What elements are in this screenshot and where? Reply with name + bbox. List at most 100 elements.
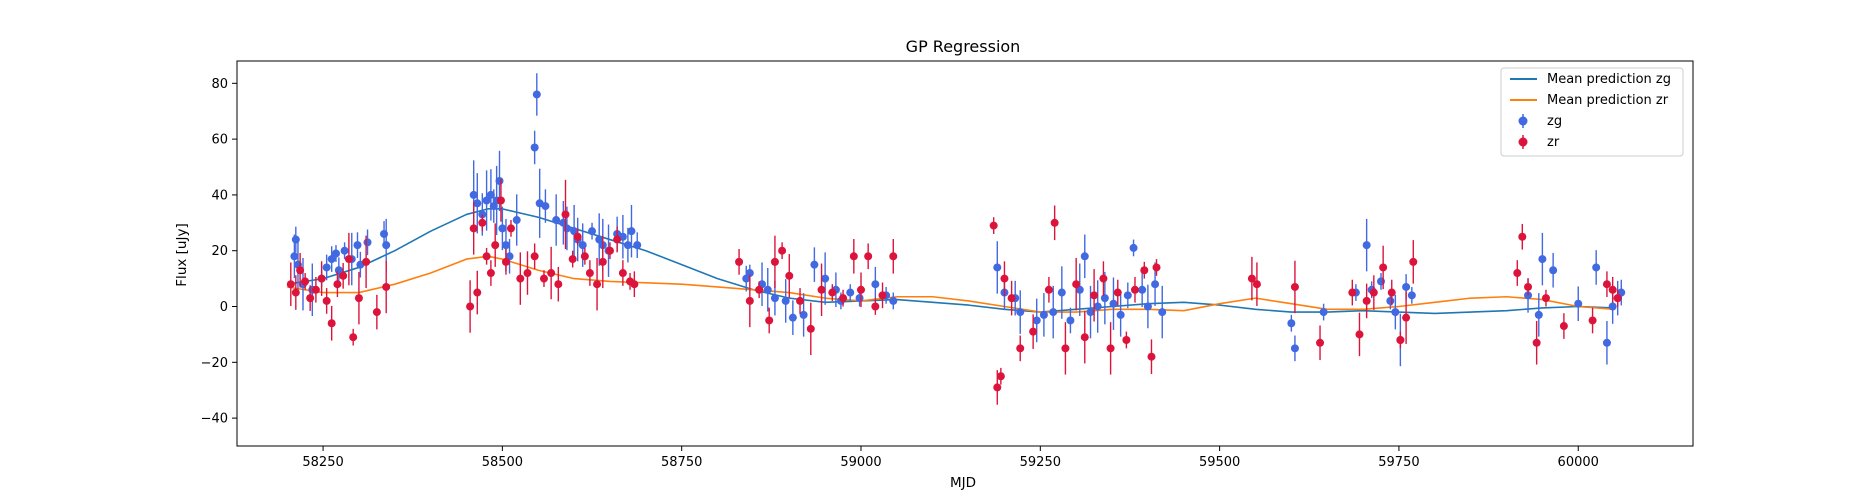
zr-point <box>1106 344 1115 353</box>
zr-point <box>482 252 491 261</box>
zr-point <box>466 302 475 311</box>
zg-point <box>781 296 790 305</box>
zg-point <box>1138 285 1147 294</box>
zr-point <box>755 285 764 294</box>
zg-point <box>1129 243 1138 252</box>
zr-point <box>1348 288 1357 297</box>
zg-point <box>993 263 1002 272</box>
zr-point <box>770 257 779 266</box>
zr-point <box>605 246 614 255</box>
zr-point <box>598 257 607 266</box>
x-tick-label: 59000 <box>840 455 881 470</box>
zg-point <box>1049 308 1058 317</box>
zg-point <box>1016 308 1025 317</box>
zg-point <box>1386 296 1395 305</box>
zg-point <box>821 274 830 283</box>
zr-point <box>839 294 848 303</box>
zr-point <box>506 224 515 233</box>
zg-point <box>788 313 797 322</box>
legend-label-zg-line: Mean prediction zg <box>1547 72 1671 87</box>
zg-point <box>1158 308 1167 317</box>
zg-point <box>340 246 349 255</box>
zg-point <box>1116 310 1125 319</box>
zr-point <box>291 288 300 297</box>
zr-point <box>1532 338 1541 347</box>
zr-point <box>362 257 371 266</box>
zg-point <box>482 196 491 205</box>
zr-point <box>1090 291 1099 300</box>
zr-point <box>618 269 627 278</box>
zg-point <box>578 241 587 250</box>
zg-point <box>501 241 510 250</box>
zr-point <box>311 285 320 294</box>
zg-point <box>1538 255 1547 264</box>
zr-point <box>478 218 487 227</box>
zg-point <box>763 285 772 294</box>
zr-point <box>745 296 754 305</box>
zg-point <box>745 269 754 278</box>
zr-point <box>1513 269 1522 278</box>
zr-point <box>1140 266 1149 275</box>
zr-point <box>1541 294 1550 303</box>
zg-point <box>1287 319 1296 328</box>
zr-point <box>1608 285 1617 294</box>
zg-point <box>1290 344 1299 353</box>
zg-point <box>363 238 372 247</box>
zg-point <box>1608 302 1617 311</box>
zg-point <box>1151 280 1160 289</box>
zg-point <box>623 241 632 250</box>
zr-point <box>1122 335 1131 344</box>
series-line-zr <box>287 255 1615 313</box>
zg-point <box>1057 288 1066 297</box>
legend-label-zr-points: zr <box>1547 135 1560 150</box>
x-tick-label: 58500 <box>482 455 523 470</box>
zr-point <box>1000 274 1009 283</box>
x-tick-label: 59750 <box>1378 455 1419 470</box>
zg-point <box>633 241 642 250</box>
zg-point <box>846 288 855 297</box>
zg-point <box>1534 310 1543 319</box>
zg-point <box>1086 308 1095 317</box>
zg-point <box>495 176 504 185</box>
zg-point <box>1402 282 1411 291</box>
zr-point <box>765 316 774 325</box>
zr-point <box>1061 344 1070 353</box>
zr-point <box>327 319 336 328</box>
zr-point <box>585 269 594 278</box>
zr-point <box>501 257 510 266</box>
zr-point <box>301 277 310 286</box>
zr-point <box>547 269 556 278</box>
zr-point <box>554 280 563 289</box>
zr-point <box>486 269 495 278</box>
zr-point <box>317 274 326 283</box>
x-axis-label: MJD <box>950 475 976 491</box>
zr-point <box>349 333 358 342</box>
zr-point <box>1113 288 1122 297</box>
y-tick-label: 0 <box>220 300 228 315</box>
y-tick-label: −20 <box>201 356 228 371</box>
zg-point <box>322 263 331 272</box>
zr-point <box>1316 338 1325 347</box>
x-tick-label: 58250 <box>302 455 343 470</box>
zr-point <box>857 285 865 294</box>
zg-point <box>1080 252 1089 261</box>
x-tick-label: 59500 <box>1199 455 1240 470</box>
zr-point <box>630 280 639 289</box>
zr-point <box>1029 327 1038 336</box>
zg-point <box>1143 302 1152 311</box>
zg-point <box>1066 316 1075 325</box>
zg-point <box>552 216 561 225</box>
zr-point <box>296 266 305 275</box>
y-tick-label: −40 <box>201 412 228 427</box>
zg-point <box>469 190 478 199</box>
x-tick-label: 58750 <box>661 455 702 470</box>
zr-point <box>469 224 478 233</box>
zg-point <box>1319 308 1328 317</box>
zg-point <box>541 202 550 211</box>
zg-point <box>1362 241 1371 250</box>
zr-point <box>1050 218 1059 227</box>
zr-point <box>580 252 589 261</box>
zg-point <box>1407 291 1416 300</box>
zg-point <box>498 224 507 233</box>
